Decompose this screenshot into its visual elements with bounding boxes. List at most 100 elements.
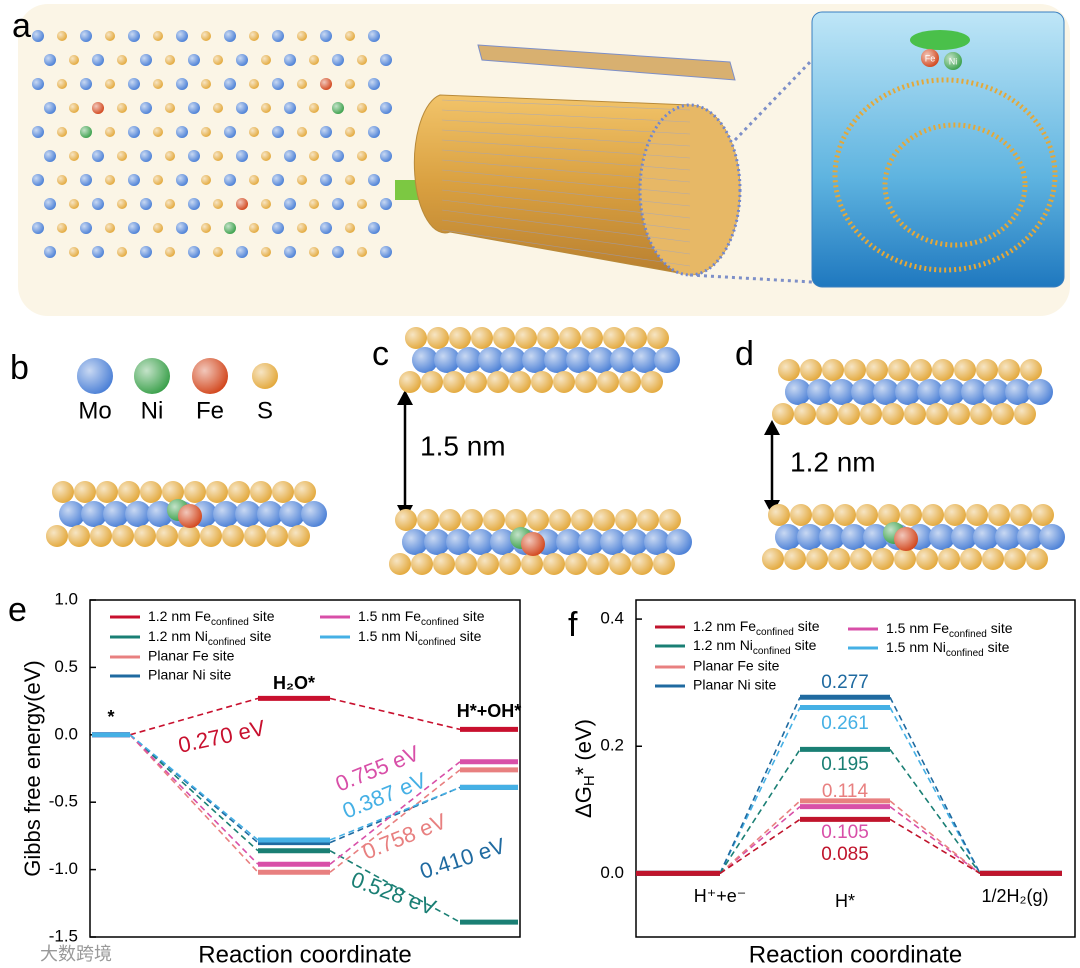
atom-shine — [284, 150, 296, 162]
connector — [129, 697, 259, 736]
atom-shine — [819, 524, 845, 550]
inset-label: Fe — [925, 53, 936, 63]
atom-shine — [201, 223, 211, 233]
atom-shine — [345, 223, 355, 233]
atom-shine — [405, 327, 427, 349]
atom-shine — [244, 525, 266, 547]
atom-shine — [368, 78, 380, 90]
atom-shine — [213, 247, 223, 257]
text-part: confined — [211, 617, 249, 628]
atom-shine — [140, 246, 152, 258]
text-part: 1.2 nm Ni — [148, 628, 208, 644]
legend-label: 1.5 nm Feconfined site — [358, 608, 485, 628]
connector — [889, 806, 981, 875]
atom-shine — [998, 359, 1020, 381]
atom-shine — [575, 371, 597, 393]
connector — [129, 734, 259, 852]
atom-shine — [806, 548, 828, 570]
atom-shine — [92, 54, 104, 66]
atom-shine — [499, 553, 521, 575]
atom-shine — [192, 358, 228, 394]
text-part: confined — [208, 637, 246, 648]
atom-shine — [939, 379, 965, 405]
atom-shine — [588, 347, 614, 373]
atom-shine — [236, 102, 248, 114]
atom-shine — [966, 504, 988, 526]
atom-shine — [587, 553, 609, 575]
atom-shine — [80, 174, 92, 186]
atom-shine — [619, 371, 641, 393]
atom-shine — [851, 379, 877, 405]
atom-shine — [140, 481, 162, 503]
atom-shine — [57, 223, 67, 233]
text-part: site — [459, 608, 485, 624]
data-label: 0.105 — [821, 822, 869, 843]
legend-label: 1.2 nm Feconfined site — [148, 608, 275, 628]
atom-shine — [800, 359, 822, 381]
atom-shine — [165, 55, 175, 65]
atom-shine — [982, 548, 1004, 570]
atom-shine — [578, 529, 604, 555]
atom-shine — [261, 55, 271, 65]
connector — [719, 800, 801, 875]
atom-shine — [80, 222, 92, 234]
text-part: site — [456, 628, 482, 644]
text-part: 1.5 nm Ni — [358, 628, 418, 644]
atom-shine — [505, 509, 527, 531]
atom-shine — [1027, 379, 1053, 405]
atom-shine — [910, 359, 932, 381]
atom-shine — [894, 548, 916, 570]
atom-shine — [471, 327, 493, 349]
text-part: 1.2 nm Fe — [693, 618, 756, 634]
atom-shine — [188, 102, 200, 114]
x-axis-label: Reaction coordinate — [749, 941, 962, 968]
atom-shine — [653, 553, 675, 575]
atom-shine — [284, 54, 296, 66]
atom-shine — [105, 79, 115, 89]
atom-shine — [176, 126, 188, 138]
atom-shine — [380, 246, 392, 258]
atom-shine — [261, 199, 271, 209]
text-part: 1.5 nm Fe — [886, 620, 949, 636]
atom-shine — [522, 347, 548, 373]
connector — [889, 748, 981, 874]
atom-shine — [961, 379, 987, 405]
atom-shine — [860, 403, 882, 425]
atom-shine — [399, 371, 421, 393]
atom-shine — [960, 548, 982, 570]
atom-shine — [566, 347, 592, 373]
atom-shine — [309, 199, 319, 209]
atom-shine — [165, 103, 175, 113]
inset-label: Ni — [949, 56, 958, 66]
atom-shine — [228, 481, 250, 503]
atom-shine — [32, 222, 44, 234]
atom-shine — [553, 371, 575, 393]
atom-shine — [610, 347, 636, 373]
atom-shine — [509, 371, 531, 393]
atom-shine — [970, 403, 992, 425]
atom-shine — [69, 199, 79, 209]
atom-shine — [593, 509, 615, 531]
tube-stripe — [441, 99, 691, 111]
atom-shine — [147, 501, 173, 527]
y-tick-label: 0.5 — [54, 657, 78, 676]
atom-shine — [140, 198, 152, 210]
nanotube-end — [638, 103, 742, 277]
atom-shine — [153, 175, 163, 185]
atom-shine — [117, 199, 127, 209]
atom-shine — [609, 553, 631, 575]
atom-shine — [128, 222, 140, 234]
atom-shine — [297, 175, 307, 185]
atom-shine — [69, 55, 79, 65]
atom-shine — [1039, 524, 1065, 550]
atom-shine — [976, 359, 998, 381]
atom-shine — [666, 529, 692, 555]
connector — [129, 734, 259, 873]
atom-shine — [888, 359, 910, 381]
connector — [129, 734, 259, 865]
atom-shine — [140, 150, 152, 162]
atom-shine — [272, 78, 284, 90]
atom-shine — [297, 31, 307, 41]
atom-shine — [1020, 359, 1042, 381]
